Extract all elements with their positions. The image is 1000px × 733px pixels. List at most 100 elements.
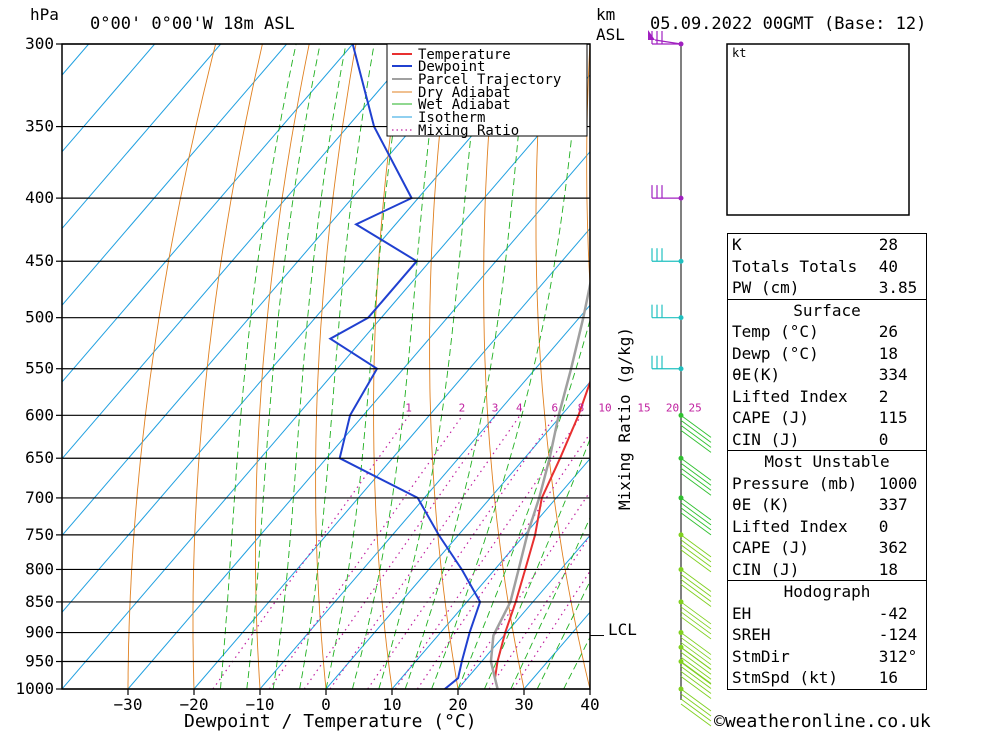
series-temperature [493, 379, 590, 689]
hodograph-unit: kt [732, 46, 746, 60]
wind-barb [680, 642, 712, 665]
location-label: 0°00' 0°00'W 18m ASL [90, 14, 295, 34]
tt-value: 40 [874, 255, 927, 277]
dry-adiabat-line [429, 44, 459, 689]
pw-label: PW (cm) [726, 277, 875, 300]
dry-adiabat-line [918, 44, 1000, 689]
mu-cin-value: 18 [874, 558, 927, 581]
wind-barb [680, 414, 712, 438]
wind-barb [680, 611, 712, 635]
y-tick-label: 450 [25, 251, 54, 270]
stmspd-value: 16 [874, 667, 927, 690]
isotherm-line [62, 44, 288, 307]
x-tick-label: 20 [448, 695, 467, 714]
mixing-ratio-label: 3 [492, 401, 499, 414]
surface-theta-label: θE(K) [726, 364, 875, 386]
mu-li-value: 0 [874, 515, 927, 537]
km-unit-label: km [596, 5, 615, 24]
hodograph-frame [726, 43, 910, 216]
wind-barb [680, 661, 712, 684]
wind-barb [680, 507, 712, 531]
legend: Temperature Dewpoint Parcel Trajectory D… [386, 43, 588, 139]
k-value: 28 [874, 233, 927, 256]
wind-barb [680, 539, 712, 563]
stmdir-label: StmDir [726, 645, 875, 667]
y-tick-label: 400 [25, 188, 54, 207]
eh-value: -42 [874, 602, 927, 624]
y-tick-label: 850 [25, 592, 54, 611]
wind-barb [680, 424, 712, 448]
surface-temp-value: 26 [874, 321, 927, 343]
isotherm-line [127, 151, 590, 689]
dry-adiabat-line [636, 44, 722, 689]
x-tick-label: −20 [180, 695, 209, 714]
y-tick-label: 650 [25, 448, 54, 467]
wind-barb [680, 666, 712, 689]
x-tick-label: −10 [246, 695, 275, 714]
mixing-ratio-line [367, 414, 556, 689]
wind-barb [680, 661, 712, 685]
wind-barb [680, 419, 712, 443]
top-barb [654, 39, 682, 45]
x-axis-label: Dewpoint / Temperature (°C) [184, 711, 477, 732]
sreh-value: -124 [874, 624, 927, 646]
mu-theta-value: 337 [874, 494, 927, 516]
x-tick-label: 40 [580, 695, 599, 714]
mu-pressure-label: Pressure (mb) [726, 472, 875, 494]
wind-barb [680, 616, 712, 640]
y-tick-label: 750 [25, 525, 54, 544]
wind-barb [680, 502, 712, 526]
surface-dewp-label: Dewp (°C) [726, 342, 875, 364]
mixing-ratio-label: 2 [459, 401, 466, 414]
wind-barb [680, 584, 712, 607]
mu-title: Most Unstable [727, 450, 927, 473]
mixing-ratio-line [329, 414, 521, 689]
wet-adiabat-line [404, 44, 528, 689]
wind-barb [680, 651, 712, 675]
y-tick-label: 300 [25, 34, 54, 53]
isotherm-line [62, 44, 486, 537]
wind-barb [680, 549, 712, 573]
legend-temperature: Temperature [418, 47, 511, 63]
isotherm-line [62, 44, 222, 230]
wet-adiabat-line [351, 44, 442, 689]
mixing-ratio-line [303, 414, 497, 689]
dry-adiabat-line [535, 44, 590, 689]
wind-barb [680, 457, 712, 481]
isotherm-line [259, 304, 590, 689]
surface-li-value: 2 [874, 385, 927, 407]
x-tick-label: 0 [321, 695, 331, 714]
surface-li-label: Lifted Index [726, 385, 875, 407]
stmspd-label: StmSpd (kt) [726, 667, 875, 690]
isotherm-line [325, 381, 590, 689]
k-label: K [726, 233, 875, 256]
y-tick-label: 800 [25, 559, 54, 578]
isotherm-line [391, 458, 590, 689]
x-tick-label: −30 [114, 695, 143, 714]
wet-adiabat-line [325, 44, 406, 689]
mu-cape-value: 362 [874, 537, 927, 559]
pw-value: 3.85 [874, 277, 927, 300]
mu-cape-label: CAPE (J) [726, 537, 875, 559]
legend-parcel: Parcel Trajectory [418, 72, 561, 88]
wind-barb [680, 429, 712, 453]
wet-adiabat-line [219, 44, 297, 689]
mixing-ratio-line [394, 414, 583, 689]
wind-barb [680, 688, 712, 712]
legend-dewpoint: Dewpoint [418, 59, 485, 75]
mixing-ratio-label: 20 [666, 401, 679, 414]
y-tick-label: 500 [25, 308, 54, 327]
lcl-label: LCL [608, 620, 637, 639]
mixing-ratio-label: 4 [516, 401, 523, 414]
isotherm-line [62, 44, 156, 153]
y-tick-label: 600 [25, 405, 54, 424]
isotherm-line [457, 534, 590, 689]
wind-barb [680, 656, 712, 680]
stmdir-value: 312° [874, 645, 927, 667]
dry-adiabat-line [373, 44, 404, 689]
x-tick-label: 10 [382, 695, 401, 714]
mu-theta-label: θE (K) [726, 494, 875, 516]
mixing-ratio-label: 1 [405, 401, 412, 414]
mixing-ratio-line [416, 432, 590, 689]
